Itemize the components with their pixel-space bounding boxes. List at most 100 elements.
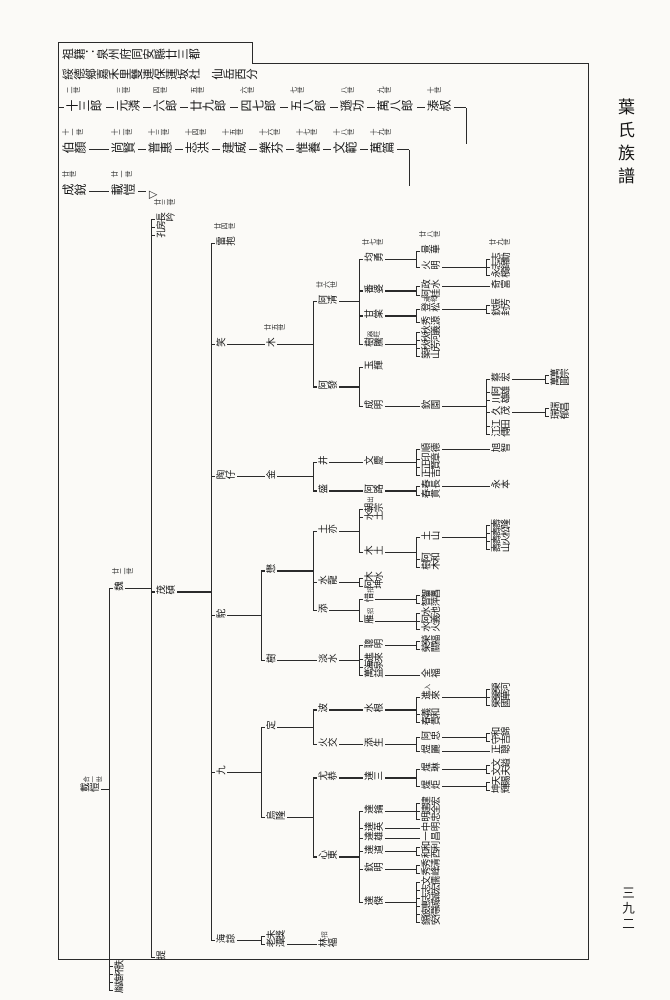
person-node: 欽明 xyxy=(364,863,383,874)
sibling-bracket xyxy=(109,589,111,992)
child-tick xyxy=(486,533,490,535)
descent-line xyxy=(339,386,359,388)
child-tick xyxy=(109,587,113,589)
descent-line xyxy=(277,570,313,572)
child-tick xyxy=(545,416,549,418)
descent-line xyxy=(385,461,416,464)
sibling-bracket xyxy=(211,244,213,942)
child-tick xyxy=(545,382,549,384)
descent-line xyxy=(277,659,313,662)
annotation-note: 合一世 xyxy=(83,776,103,785)
person-node: 聰明 xyxy=(364,639,383,651)
person-node: 久茂 xyxy=(491,406,510,418)
child-tick xyxy=(359,658,363,660)
annotation-note: 承祀 xyxy=(424,296,437,304)
child-tick xyxy=(109,966,113,968)
child-tick xyxy=(486,449,490,451)
descent-line xyxy=(442,696,486,698)
person-node: 瑞郁 xyxy=(550,410,569,422)
child-tick xyxy=(416,768,420,770)
ancestor-name: 萬八郎 xyxy=(377,99,413,113)
generation-label: 廿七世 xyxy=(362,238,383,246)
person-node: 築山 xyxy=(421,350,440,361)
person-node: 達鑰 xyxy=(364,805,383,816)
descent-line xyxy=(237,476,261,478)
child-tick xyxy=(211,771,215,774)
child-tick xyxy=(211,476,215,478)
child-tick xyxy=(359,490,363,492)
child-tick xyxy=(486,750,490,752)
person-node: 心東 xyxy=(318,850,337,862)
person-node: 土亦 xyxy=(318,524,337,536)
sibling-bracket xyxy=(151,220,153,958)
child-tick xyxy=(261,343,265,346)
person-node: 壽山 xyxy=(491,543,510,555)
child-tick xyxy=(313,581,317,583)
generation-label: 廿世 xyxy=(62,170,76,178)
person-node: 萬益 xyxy=(364,669,383,680)
lineage-link xyxy=(330,106,338,108)
person-node: 水土 xyxy=(364,511,383,523)
generation-label: 十二世 xyxy=(111,128,132,136)
descent-line xyxy=(339,777,359,779)
generation-label: 十八世 xyxy=(333,128,354,136)
child-tick xyxy=(416,558,420,560)
person-node: 海諒 xyxy=(216,934,235,946)
child-tick xyxy=(359,743,363,746)
child-tick xyxy=(416,595,420,597)
child-tick xyxy=(486,274,490,276)
person-node: 番婆 xyxy=(364,284,383,296)
ancestor-name: 溙叔 xyxy=(427,99,451,113)
book-title: 葉氏族譜 xyxy=(614,98,634,190)
generation-label: 十五世 xyxy=(222,128,243,136)
child-tick xyxy=(359,406,363,408)
descent-line xyxy=(385,645,416,647)
person-node: 玉輝 xyxy=(364,361,383,372)
child-tick xyxy=(416,603,420,605)
lineage-link xyxy=(249,148,257,150)
child-tick xyxy=(416,474,420,476)
generation-label: 廿三世 xyxy=(154,198,175,206)
descent-line xyxy=(385,674,416,676)
person-node: 錫安 xyxy=(421,916,440,928)
descent-line xyxy=(101,788,109,791)
person-node: 雷抱 xyxy=(216,237,235,248)
generation-label: 十七世 xyxy=(296,128,317,136)
generation-label: 廿一世 xyxy=(111,170,132,178)
border-top-right xyxy=(252,63,589,65)
child-tick xyxy=(486,525,490,527)
child-tick xyxy=(261,944,265,946)
person-node: 林福 xyxy=(318,938,337,950)
child-tick xyxy=(416,266,420,268)
person-node: 茂碩 xyxy=(156,585,175,597)
generation-label: 十一世 xyxy=(62,128,83,136)
ancestor-name: 樂芬 xyxy=(259,141,283,155)
child-tick xyxy=(416,906,420,908)
sibling-bracket xyxy=(359,812,361,904)
person-node: 魏 xyxy=(114,582,124,593)
child-tick xyxy=(416,714,420,716)
descent-line xyxy=(385,709,416,711)
descent-line xyxy=(287,816,313,819)
ancestor-name: 廿九郎 xyxy=(190,99,226,113)
generation-label: 十世 xyxy=(427,86,441,94)
child-tick xyxy=(486,400,490,402)
person-node: 江傳 xyxy=(491,428,510,439)
generation-label: 廿六世 xyxy=(316,280,337,289)
descent-line xyxy=(442,737,486,739)
person-node: 煜麗 xyxy=(421,745,440,756)
child-tick xyxy=(359,810,363,812)
sibling-bracket xyxy=(359,600,361,622)
person-node: 阿清 xyxy=(318,295,337,307)
annotation-note: 招 xyxy=(321,931,328,940)
descent-line xyxy=(227,615,261,617)
child-tick xyxy=(416,750,420,752)
person-node: 樹木 xyxy=(421,561,440,572)
child-tick xyxy=(416,449,420,451)
border-left xyxy=(58,42,60,960)
person-node: 笑 xyxy=(216,338,226,350)
person-node: 淡水 xyxy=(318,654,337,666)
person-node: 樹 xyxy=(266,654,276,666)
child-tick xyxy=(416,339,420,341)
generation-label: 十九世 xyxy=(370,128,391,136)
